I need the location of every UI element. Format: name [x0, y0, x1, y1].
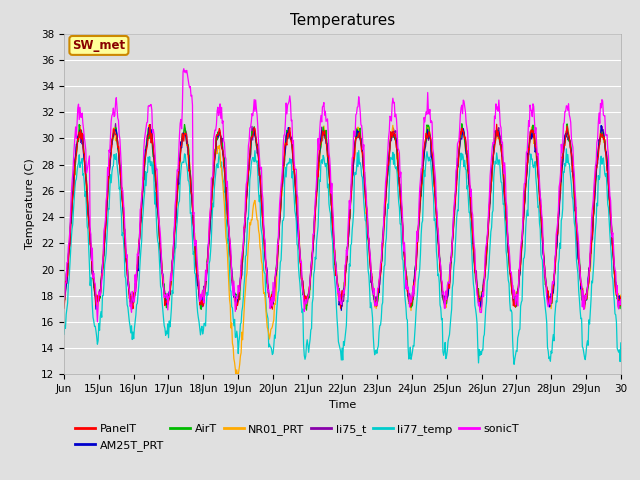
AM25T_PRT	[255, 172, 263, 178]
sonicT	[257, 167, 264, 172]
PanelT	[277, 197, 285, 203]
sonicT	[60, 296, 68, 301]
AM25T_PRT	[617, 296, 625, 301]
Line: AirT: AirT	[64, 124, 621, 310]
Legend: PanelT, AM25T_PRT, AirT, NR01_PRT, li75_t, li77_temp, sonicT: PanelT, AM25T_PRT, AirT, NR01_PRT, li75_…	[75, 424, 519, 451]
li75_t	[433, 214, 440, 220]
li77_temp	[400, 272, 408, 277]
li77_temp	[563, 146, 570, 152]
AM25T_PRT	[597, 123, 605, 129]
AM25T_PRT	[401, 254, 408, 260]
AM25T_PRT	[432, 195, 440, 201]
NR01_PRT	[60, 295, 68, 301]
li77_temp	[617, 340, 625, 346]
PanelT	[617, 294, 625, 300]
Y-axis label: Temperature (C): Temperature (C)	[26, 158, 35, 250]
NR01_PRT	[125, 291, 133, 297]
sonicT	[401, 253, 409, 259]
Text: SW_met: SW_met	[72, 39, 125, 52]
Line: AM25T_PRT: AM25T_PRT	[64, 126, 621, 311]
PanelT	[493, 121, 500, 127]
li75_t	[617, 299, 625, 305]
li75_t	[126, 291, 134, 297]
PanelT	[60, 305, 68, 311]
PanelT	[256, 172, 264, 178]
Line: NR01_PRT: NR01_PRT	[64, 125, 621, 379]
NR01_PRT	[617, 292, 625, 298]
Line: li77_temp: li77_temp	[64, 149, 621, 364]
AM25T_PRT	[125, 290, 133, 296]
sonicT	[617, 297, 625, 302]
NR01_PRT	[257, 249, 264, 254]
AirT	[303, 307, 310, 313]
Line: PanelT: PanelT	[64, 124, 621, 309]
sonicT	[180, 66, 188, 72]
sonicT	[93, 319, 101, 324]
AM25T_PRT	[337, 308, 345, 313]
NR01_PRT	[278, 193, 285, 199]
AirT	[125, 289, 133, 295]
li75_t	[112, 121, 120, 127]
Title: Temperatures: Temperatures	[290, 13, 395, 28]
AirT	[617, 297, 625, 303]
PanelT	[125, 296, 133, 301]
AirT	[401, 250, 408, 256]
li77_temp	[276, 259, 284, 265]
X-axis label: Time: Time	[329, 400, 356, 409]
li77_temp	[228, 304, 236, 310]
NR01_PRT	[145, 122, 153, 128]
PanelT	[432, 203, 440, 209]
sonicT	[278, 175, 285, 181]
AirT	[432, 199, 440, 205]
li75_t	[301, 306, 309, 312]
li77_temp	[510, 361, 518, 367]
NR01_PRT	[433, 213, 440, 218]
PanelT	[401, 253, 408, 259]
sonicT	[126, 303, 134, 309]
li75_t	[228, 280, 236, 286]
AM25T_PRT	[276, 211, 284, 217]
PanelT	[228, 273, 236, 279]
AM25T_PRT	[60, 300, 68, 305]
NR01_PRT	[401, 267, 409, 273]
AM25T_PRT	[228, 267, 236, 273]
sonicT	[433, 204, 440, 209]
li75_t	[60, 300, 68, 306]
sonicT	[229, 293, 237, 299]
li77_temp	[60, 331, 68, 337]
NR01_PRT	[228, 340, 236, 346]
li77_temp	[255, 199, 263, 204]
Line: li75_t: li75_t	[64, 124, 621, 309]
PanelT	[232, 306, 240, 312]
li75_t	[401, 262, 409, 267]
AirT	[60, 295, 68, 300]
li75_t	[256, 176, 264, 181]
AirT	[228, 277, 236, 283]
Line: sonicT: sonicT	[64, 69, 621, 322]
li77_temp	[431, 216, 439, 221]
NR01_PRT	[232, 376, 240, 382]
AirT	[255, 165, 263, 171]
li75_t	[277, 196, 285, 202]
li77_temp	[125, 319, 133, 324]
AirT	[276, 211, 284, 217]
AirT	[458, 121, 466, 127]
